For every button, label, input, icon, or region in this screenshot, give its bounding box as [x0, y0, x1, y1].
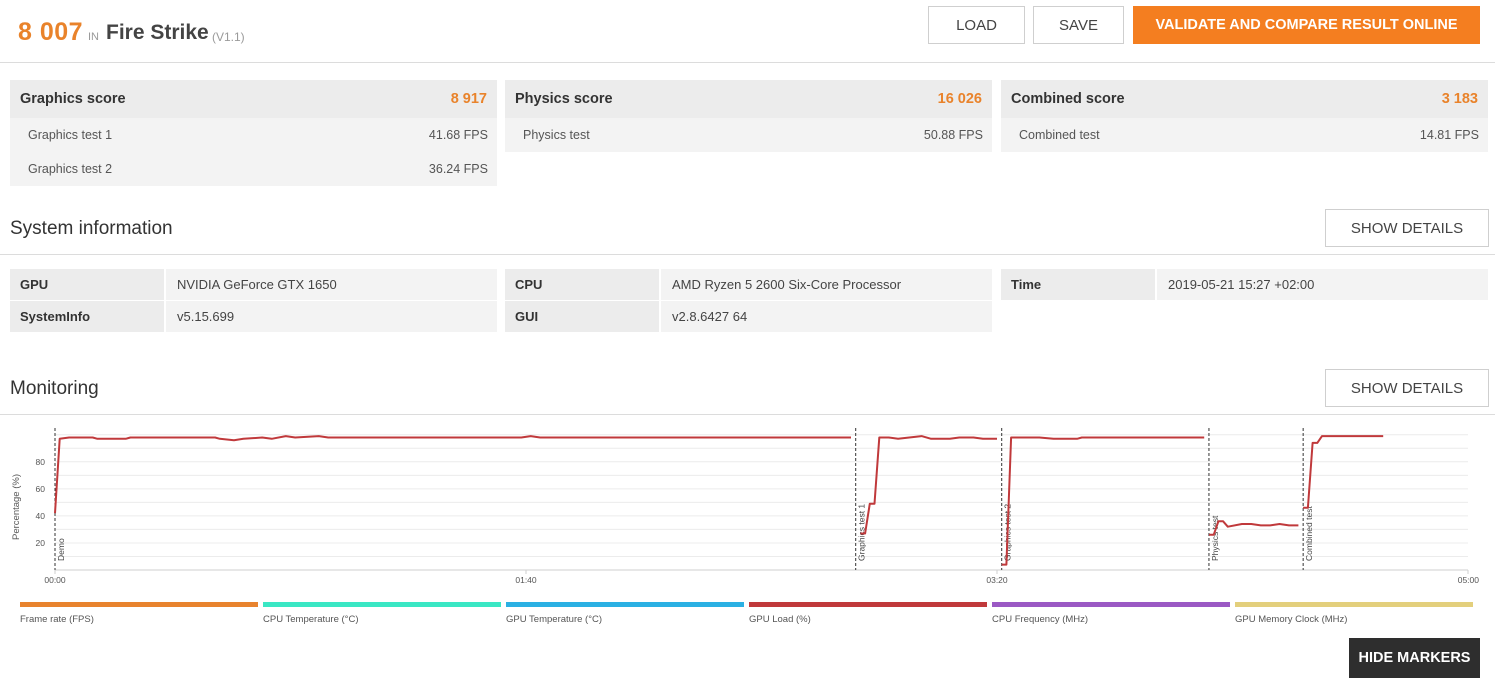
- x-tick-label: 00:00: [44, 575, 66, 585]
- graphics-test-2-value: 36.24 FPS: [428, 162, 488, 176]
- combined-score-value: 3 183: [1441, 91, 1478, 107]
- physics-score-title: Physics score: [515, 91, 613, 107]
- validate-compare-button[interactable]: VALIDATE AND COMPARE RESULT ONLINE: [1133, 6, 1480, 44]
- legend-gpu-load[interactable]: GPU Load (%): [749, 602, 987, 625]
- cpu-value: AMD Ryzen 5 2600 Six-Core Processor: [661, 269, 992, 300]
- graphics-score-header: Graphics score 8 917: [10, 80, 497, 118]
- legend-swatch: [749, 602, 987, 607]
- save-button[interactable]: SAVE: [1033, 6, 1124, 44]
- combined-test-row: Combined test 14.81 FPS: [1001, 118, 1488, 152]
- x-tick-label: 03:20: [986, 575, 1008, 585]
- legend-label: GPU Temperature (°C): [506, 614, 603, 625]
- legend-gpu-temperature[interactable]: GPU Temperature (°C): [506, 602, 744, 625]
- gui-label: GUI: [505, 301, 659, 332]
- y-tick-label: 60: [36, 484, 46, 494]
- legend-label: GPU Load (%): [749, 614, 811, 625]
- graphics-score-panel: Graphics score 8 917 Graphics test 1 41.…: [10, 80, 497, 186]
- divider: [0, 414, 1495, 415]
- physics-score-panel: Physics score 16 026 Physics test 50.88 …: [505, 80, 992, 152]
- gpu-load-line: [860, 435, 997, 535]
- gpu-load-line: [1303, 435, 1384, 509]
- gpu-load-line: [54, 435, 851, 514]
- legend-swatch: [506, 602, 744, 607]
- graphics-test-1-value: 41.68 FPS: [428, 128, 488, 142]
- test-version: (V1.1): [212, 30, 245, 44]
- physics-test-row: Physics test 50.88 FPS: [505, 118, 992, 152]
- graphics-test-2-label: Graphics test 2: [28, 162, 113, 176]
- gpu-load-line: [1001, 436, 1205, 566]
- y-tick-label: 80: [36, 457, 46, 467]
- systeminfo-label: SystemInfo: [10, 301, 164, 332]
- load-button[interactable]: LOAD: [928, 6, 1025, 44]
- monitoring-chart: 20 40 60 80 Percentage (%) 00:00 01:40 03:20 05:…: [11, 428, 1480, 585]
- in-label: IN: [88, 31, 99, 43]
- test-name: Fire Strike: [106, 21, 209, 44]
- combined-test-value: 14.81 FPS: [1419, 128, 1479, 142]
- physics-test-label: Physics test: [523, 128, 590, 142]
- gui-row: GUI v2.8.6427 64: [505, 301, 992, 332]
- y-tick-label: 40: [36, 511, 46, 521]
- overall-score: 8 007: [18, 18, 84, 46]
- combined-test-label: Combined test: [1019, 128, 1100, 142]
- x-tick-label: 05:00: [1458, 575, 1480, 585]
- combined-score-title: Combined score: [1011, 91, 1125, 107]
- graphics-test-2-row: Graphics test 2 36.24 FPS: [10, 152, 497, 186]
- physics-score-value: 16 026: [937, 91, 982, 107]
- cpu-label: CPU: [505, 269, 659, 300]
- legend-swatch: [20, 602, 258, 607]
- legend-cpu-temperature[interactable]: CPU Temperature (°C): [263, 602, 501, 625]
- physics-score-header: Physics score 16 026: [505, 80, 992, 118]
- legend-gpu-memory-clock[interactable]: GPU Memory Clock (MHz): [1235, 602, 1473, 625]
- monitoring-show-details-button[interactable]: SHOW DETAILS: [1325, 369, 1489, 407]
- system-show-details-button[interactable]: SHOW DETAILS: [1325, 209, 1489, 247]
- graphics-score-title: Graphics score: [20, 91, 126, 107]
- systeminfo-row: SystemInfo v5.15.699: [10, 301, 497, 332]
- systeminfo-value: v5.15.699: [166, 301, 497, 332]
- result-header: 8 007 IN Fire Strike (V1.1) LOAD SAVE VA…: [0, 0, 1495, 63]
- hide-markers-button[interactable]: HIDE MARKERS: [1349, 638, 1480, 678]
- marker-label: Demo: [56, 538, 66, 561]
- physics-test-value: 50.88 FPS: [923, 128, 983, 142]
- legend-swatch: [992, 602, 1230, 607]
- graphics-test-1-row: Graphics test 1 41.68 FPS: [10, 118, 497, 152]
- gpu-value: NVIDIA GeForce GTX 1650: [166, 269, 497, 300]
- legend-label: CPU Temperature (°C): [263, 614, 359, 625]
- legend-label: GPU Memory Clock (MHz): [1235, 614, 1348, 625]
- marker-label: Physics test: [1210, 515, 1220, 561]
- graphics-test-1-label: Graphics test 1: [28, 128, 113, 142]
- gui-value: v2.8.6427 64: [661, 301, 992, 332]
- marker-label: Graphics test 1: [857, 504, 867, 561]
- combined-score-panel: Combined score 3 183 Combined test 14.81…: [1001, 80, 1488, 152]
- legend-label: Frame rate (FPS): [20, 614, 94, 625]
- time-value: 2019-05-21 15:27 +02:00: [1157, 269, 1488, 300]
- combined-score-header: Combined score 3 183: [1001, 80, 1488, 118]
- graphics-score-value: 8 917: [450, 91, 487, 107]
- y-axis-label: Percentage (%): [11, 474, 22, 540]
- time-label: Time: [1001, 269, 1155, 300]
- system-information-title: System information: [10, 218, 173, 239]
- gpu-label: GPU: [10, 269, 164, 300]
- legend-swatch: [1235, 602, 1473, 607]
- legend-cpu-frequency[interactable]: CPU Frequency (MHz): [992, 602, 1230, 625]
- time-row: Time 2019-05-21 15:27 +02:00: [1001, 269, 1488, 300]
- marker-label: Combined test: [1304, 506, 1314, 561]
- gpu-load-line: [1209, 520, 1299, 536]
- legend-frame-rate[interactable]: Frame rate (FPS): [20, 602, 258, 625]
- divider: [0, 254, 1495, 255]
- legend-swatch: [263, 602, 501, 607]
- cpu-row: CPU AMD Ryzen 5 2600 Six-Core Processor: [505, 269, 992, 300]
- legend-label: CPU Frequency (MHz): [992, 614, 1089, 625]
- y-tick-label: 20: [36, 538, 46, 548]
- x-tick-label: 01:40: [515, 575, 537, 585]
- gpu-row: GPU NVIDIA GeForce GTX 1650: [10, 269, 497, 300]
- monitoring-title: Monitoring: [10, 378, 99, 399]
